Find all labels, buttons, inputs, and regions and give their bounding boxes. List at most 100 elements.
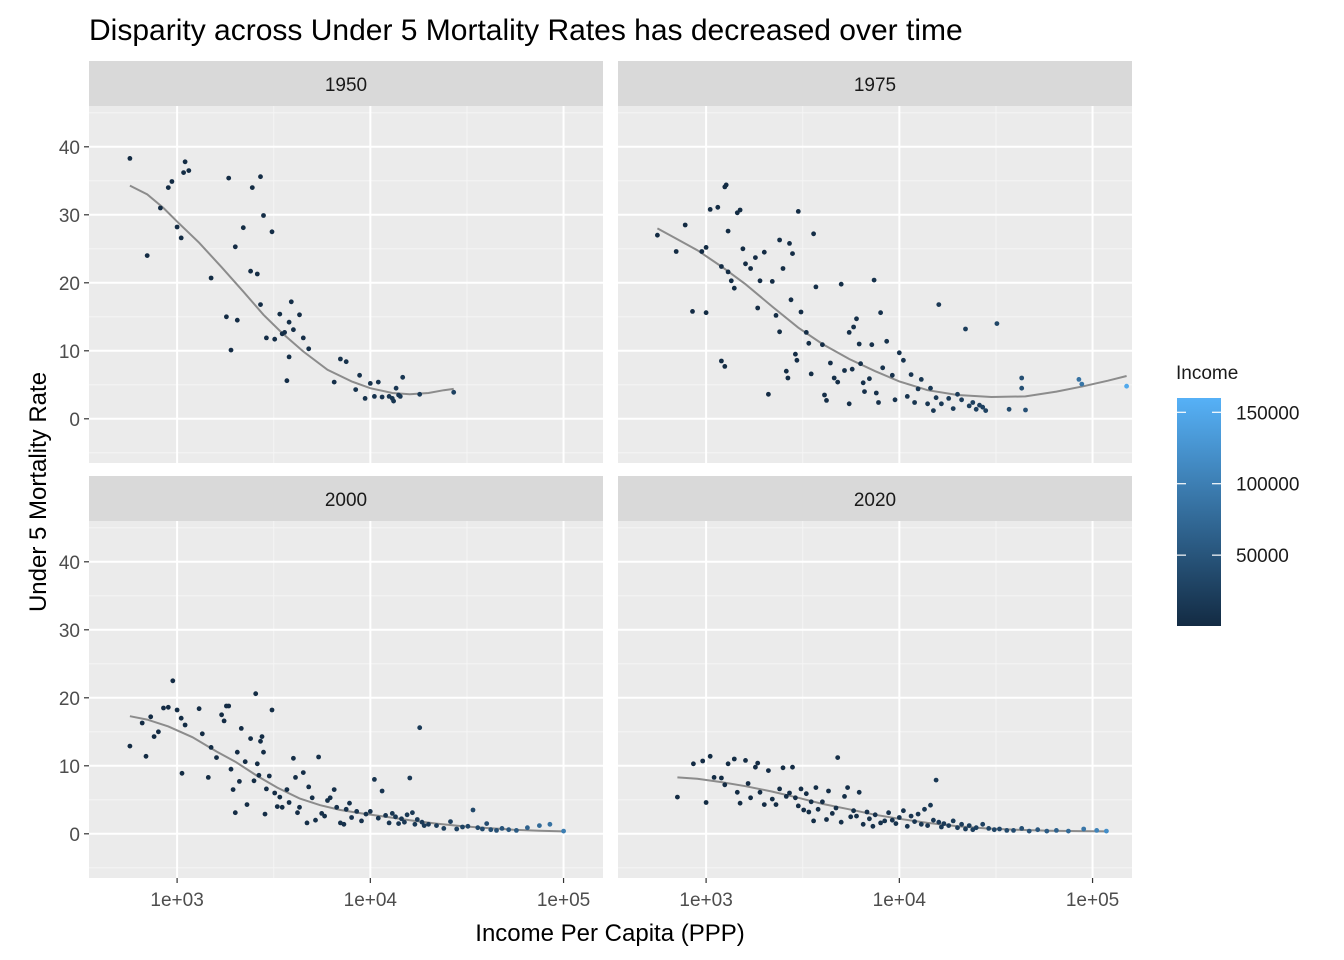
data-point: [773, 313, 779, 318]
data-point: [347, 800, 352, 806]
x-tick-label: 1e+05: [1066, 890, 1119, 911]
x-axis-title: Income Per Capita (PPP): [475, 920, 744, 947]
data-point: [794, 357, 800, 363]
x-tick-label: 1e+04: [344, 890, 398, 911]
data-point: [872, 812, 878, 818]
data-point: [777, 786, 782, 792]
data-point: [980, 821, 986, 827]
data-point: [341, 821, 347, 827]
data-point: [272, 336, 278, 342]
data-point: [908, 372, 914, 377]
data-point: [269, 707, 275, 713]
data-point: [1019, 385, 1025, 391]
facet-strip: [89, 476, 603, 521]
data-point: [313, 817, 318, 823]
data-point: [878, 310, 883, 316]
data-point: [354, 809, 360, 814]
data-point: [690, 309, 695, 314]
data-point: [946, 396, 952, 401]
y-tick-label: 0: [69, 410, 80, 431]
data-point: [226, 703, 232, 709]
legend-tick-label: 100000: [1236, 475, 1299, 496]
data-point: [284, 378, 290, 384]
data-point: [808, 799, 814, 805]
data-point: [761, 249, 767, 255]
data-point: [309, 795, 315, 801]
data-point: [788, 297, 794, 303]
facet-strip-label: 2000: [325, 490, 367, 511]
y-tick-label: 0: [69, 825, 80, 846]
data-point: [889, 372, 895, 378]
panel-background: [89, 106, 603, 463]
data-point: [470, 807, 476, 813]
data-point: [873, 390, 879, 396]
data-point: [773, 802, 779, 807]
data-point: [918, 377, 924, 382]
facet-strip-label: 1975: [854, 75, 896, 96]
data-point: [322, 813, 327, 819]
data-point: [547, 821, 553, 827]
data-point: [941, 821, 947, 826]
data-point: [912, 819, 917, 824]
data-point: [288, 299, 294, 305]
data-point: [269, 229, 275, 235]
data-point: [884, 338, 890, 344]
data-point: [286, 800, 292, 805]
data-point: [783, 368, 789, 374]
data-point: [918, 821, 924, 827]
data-point: [363, 811, 369, 817]
data-point: [761, 802, 767, 807]
data-point: [783, 794, 789, 799]
data-point: [828, 360, 833, 366]
data-point: [297, 804, 302, 810]
data-point: [375, 815, 381, 821]
data-point: [904, 394, 910, 399]
data-point: [295, 810, 300, 816]
data-point: [480, 826, 485, 832]
data-point: [441, 826, 447, 831]
data-point: [849, 366, 855, 372]
data-point: [824, 398, 829, 403]
data-point: [787, 241, 792, 246]
data-point: [777, 329, 782, 335]
data-point: [939, 824, 944, 830]
data-point: [258, 738, 263, 744]
data-point: [349, 815, 354, 820]
data-point: [234, 317, 240, 323]
data-point: [869, 342, 875, 348]
data-point: [731, 285, 737, 291]
data-point: [838, 819, 844, 825]
data-point: [925, 401, 930, 407]
data-point: [846, 401, 852, 407]
data-point: [286, 354, 292, 360]
data-point: [673, 249, 679, 254]
data-point: [755, 760, 761, 766]
data-point: [407, 775, 413, 781]
data-point: [426, 821, 431, 827]
data-point: [931, 408, 936, 413]
data-point: [144, 253, 150, 258]
data-point: [966, 403, 972, 409]
data-point: [815, 806, 821, 812]
data-point: [801, 807, 807, 813]
data-point: [723, 182, 729, 188]
legend: Income 50000 100000 150000: [1176, 363, 1299, 626]
data-point: [936, 302, 942, 307]
data-point: [936, 819, 942, 825]
data-point: [808, 371, 814, 377]
data-point: [174, 707, 180, 713]
data-point: [537, 823, 542, 828]
data-point: [300, 770, 306, 775]
data-point: [251, 778, 257, 784]
data-point: [127, 156, 133, 161]
data-point: [798, 786, 804, 792]
data-point: [186, 168, 192, 174]
facet-strip: [618, 476, 1132, 521]
data-point: [711, 775, 717, 780]
data-point: [158, 205, 163, 211]
data-point: [743, 261, 748, 267]
data-point: [955, 825, 960, 831]
panel-background: [618, 106, 1132, 463]
data-point: [994, 321, 1000, 326]
